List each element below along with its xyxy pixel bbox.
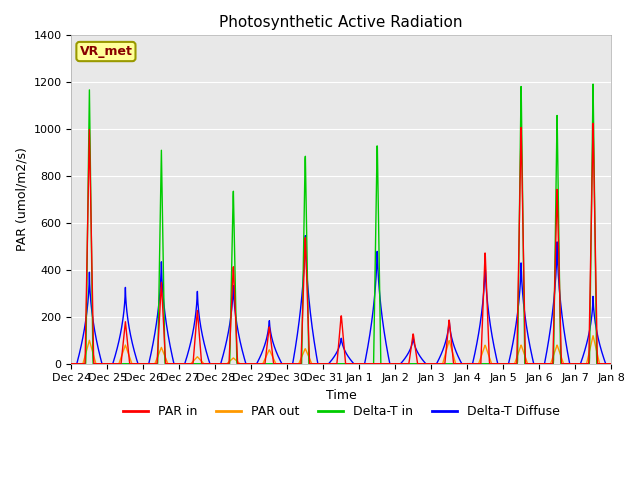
Text: VR_met: VR_met	[79, 45, 132, 58]
Title: Photosynthetic Active Radiation: Photosynthetic Active Radiation	[220, 15, 463, 30]
Y-axis label: PAR (umol/m2/s): PAR (umol/m2/s)	[15, 147, 28, 252]
X-axis label: Time: Time	[326, 389, 356, 402]
Legend: PAR in, PAR out, Delta-T in, Delta-T Diffuse: PAR in, PAR out, Delta-T in, Delta-T Dif…	[118, 400, 564, 423]
